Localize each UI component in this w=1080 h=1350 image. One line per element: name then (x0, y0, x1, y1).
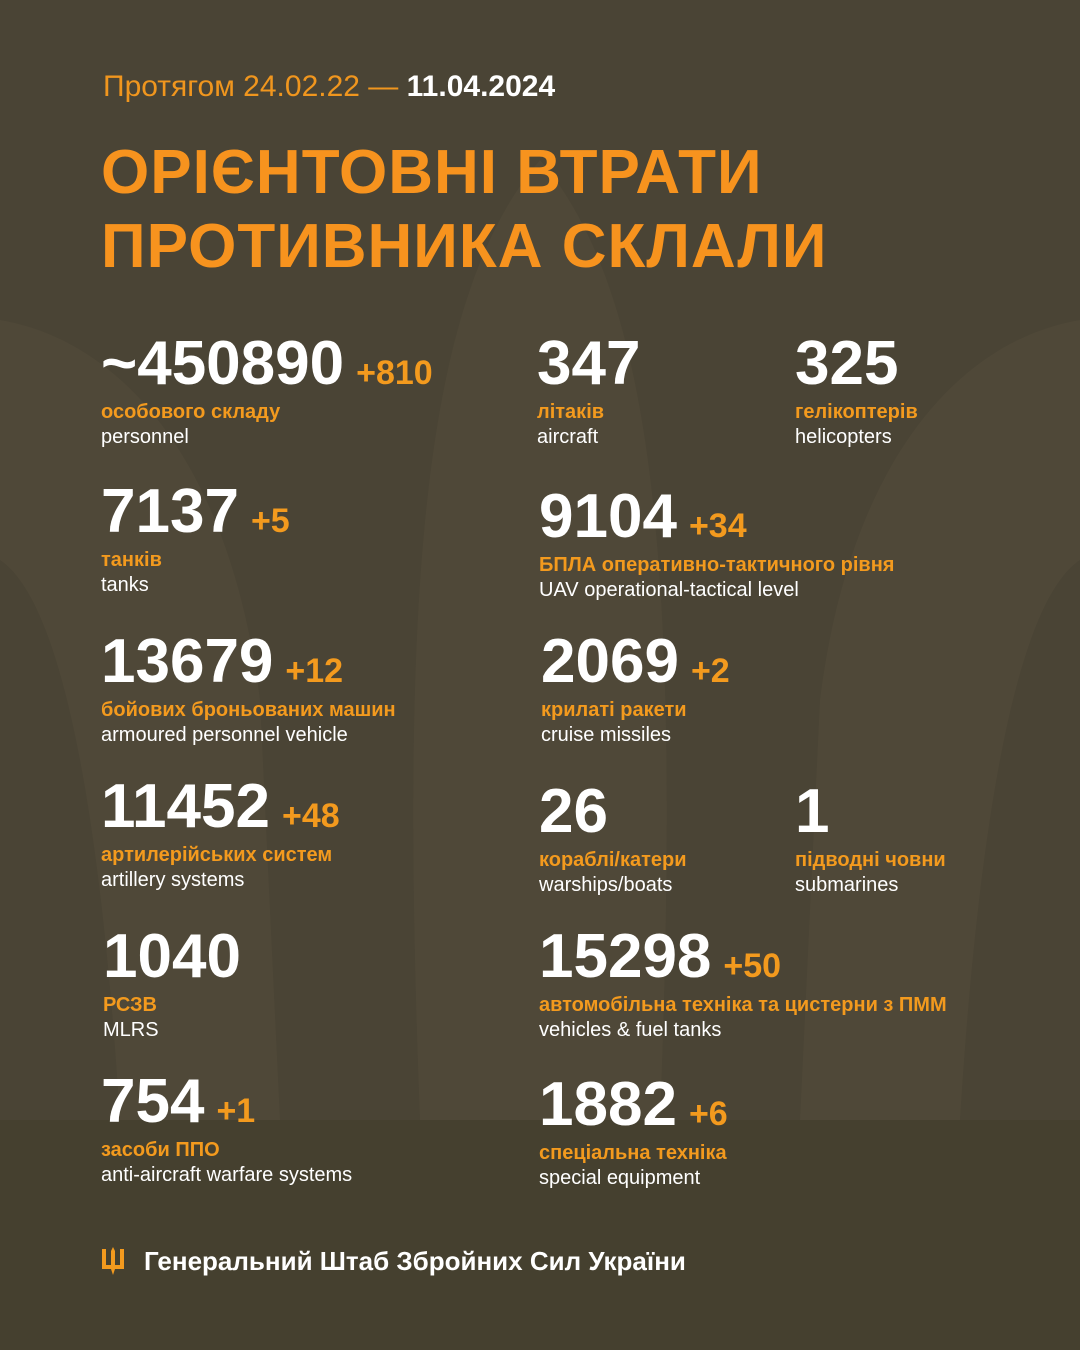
stat-label-uk: артилерійських систем (101, 844, 333, 866)
stat-label-uk: танків (101, 549, 162, 571)
stat-label-en: aircraft (537, 426, 599, 448)
stat-label-en: special equipment (539, 1167, 701, 1189)
stat-delta: +5 (250, 502, 290, 540)
stat-delta: +2 (690, 652, 730, 690)
footer-text: Генеральний Штаб Збройних Сил України (144, 1246, 686, 1276)
stat-label-uk: підводні човни (795, 849, 946, 871)
stat-label-en: warships/boats (539, 874, 673, 896)
stat-delta: +12 (285, 652, 344, 690)
period-start: Протягом 24.02.22 — (103, 70, 399, 103)
stat-delta: +810 (356, 354, 433, 392)
stat-value: 26 (539, 777, 608, 846)
stat-label-uk: бойових броньованих машин (101, 699, 396, 721)
stat-value: 11452 (101, 772, 270, 841)
stat-helicopters: 325 гелікоптерів helicopters (795, 332, 918, 450)
stat-value: 2069 (541, 627, 679, 696)
page-title: ОРІЄНТОВНІ ВТРАТИ ПРОТИВНИКА СКЛАЛИ (101, 136, 827, 284)
period-end: 11.04.2024 (406, 70, 556, 103)
stat-label-en: MLRS (103, 1019, 159, 1041)
stat-label-uk: РСЗВ (103, 994, 157, 1016)
stat-vehicles: 15298 +50 автомобільна техніка та цистерн… (539, 925, 947, 1043)
stat-label-en: helicopters (795, 426, 892, 448)
stat-delta: +1 (216, 1092, 256, 1130)
stat-value: 9104 (539, 482, 677, 551)
stat-label-en: cruise missiles (541, 724, 672, 746)
stat-label-uk: крилаті ракети (541, 699, 687, 721)
stat-apv: 13679 +12 бойових броньованих машин armou… (101, 630, 396, 748)
stat-label-uk: літаків (537, 401, 605, 423)
stat-value: 1882 (539, 1070, 677, 1139)
stat-label-uk: засоби ППО (101, 1139, 220, 1161)
stat-value: 325 (795, 329, 899, 398)
stat-value: 754 (101, 1067, 205, 1136)
stat-delta: +6 (688, 1095, 728, 1133)
stat-label-en: UAV operational-tactical level (539, 579, 799, 601)
stat-aircraft: 347 літаків aircraft (537, 332, 640, 450)
stat-delta: +34 (688, 507, 747, 545)
stat-cruise-missiles: 2069 +2 крилаті ракети cruise missiles (541, 630, 730, 748)
stat-label-en: anti-aircraft warfare systems (101, 1164, 353, 1186)
stat-value: 1040 (103, 922, 241, 991)
stat-artillery: 11452 +48 артилерійських систем artillery… (101, 775, 340, 893)
stat-label-uk: гелікоптерів (795, 401, 918, 423)
stat-delta: +50 (723, 947, 782, 985)
title-line-1: ОРІЄНТОВНІ ВТРАТИ (101, 138, 763, 207)
stat-label-uk: спеціальна техніка (539, 1142, 727, 1164)
stat-label-en: artillery systems (101, 869, 245, 891)
stat-value: 15298 (539, 922, 712, 991)
title-line-2: ПРОТИВНИКА СКЛАЛИ (101, 212, 828, 281)
stat-anti-aircraft: 754 +1 засоби ППО anti-aircraft warfare s… (101, 1070, 352, 1188)
trident-icon (102, 1246, 124, 1275)
stat-label-en: armoured personnel vehicle (101, 724, 348, 746)
stat-label-uk: кораблі/катери (539, 849, 687, 871)
footer: Генеральний Штаб Збройних Сил України (100, 1246, 686, 1277)
stat-label-en: vehicles & fuel tanks (539, 1019, 722, 1041)
stat-value: 7137 (101, 477, 239, 546)
stat-value: 1 (795, 777, 830, 846)
stat-label-uk: БПЛА оперативно-тактичного рівня (539, 554, 895, 576)
stat-value: 347 (537, 329, 641, 398)
period: Протягом 24.02.22 — 11.04.2024 (103, 70, 555, 104)
stat-personnel: ~450890 +810 особового складу personnel (101, 332, 433, 450)
stat-warships: 26 кораблі/катери warships/boats (539, 780, 687, 898)
stat-value: ~450890 (101, 329, 345, 398)
stat-delta: +48 (282, 797, 340, 835)
stat-value: 13679 (101, 627, 274, 696)
stat-submarines: 1 підводні човни submarines (795, 780, 946, 898)
stat-label-en: tanks (101, 574, 149, 596)
stat-tanks: 7137 +5 танків tanks (101, 480, 290, 598)
stat-uav: 9104 +34 БПЛА оперативно-тактичного рівня… (539, 485, 894, 603)
stat-label-uk: особового складу (101, 401, 281, 423)
stat-label-uk: автомобільна техніка та цистерни з ПММ (539, 994, 947, 1016)
stat-mlrs: 1040 РСЗВ MLRS (103, 925, 241, 1043)
stat-label-en: submarines (795, 874, 899, 896)
stat-special-equipment: 1882 +6 спеціальна техніка special equipm… (539, 1073, 728, 1191)
stat-label-en: personnel (101, 426, 189, 448)
